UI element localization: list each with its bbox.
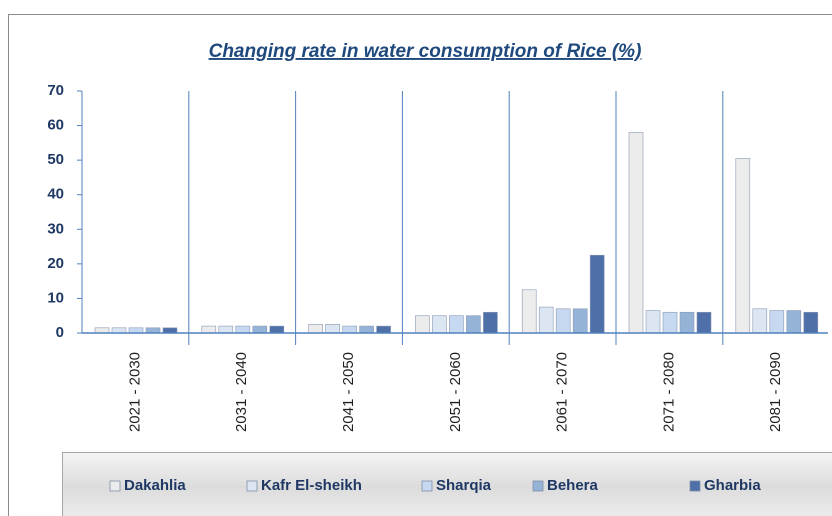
bar xyxy=(235,325,251,334)
legend-marker xyxy=(109,480,121,492)
bar xyxy=(662,311,678,334)
bar xyxy=(483,311,498,334)
x-tick-label: 2051 - 2060 xyxy=(447,352,464,432)
legend-text: Behera xyxy=(547,477,599,494)
legend-marker xyxy=(689,480,701,492)
bar xyxy=(308,324,323,334)
y-tick-label: 40 xyxy=(47,186,64,203)
legend-marker xyxy=(421,480,433,492)
bar xyxy=(376,325,391,334)
y-tick-label: 0 xyxy=(56,324,64,341)
bar xyxy=(162,327,178,334)
y-tick-label: 30 xyxy=(47,220,64,237)
bar xyxy=(752,308,768,334)
x-tick-label: 2071 - 2080 xyxy=(660,352,677,432)
bar xyxy=(696,311,712,334)
y-tick-label: 70 xyxy=(47,82,64,99)
legend-marker xyxy=(246,480,258,492)
y-tick-label: 10 xyxy=(47,289,64,306)
chart-frame xyxy=(8,14,832,516)
bar xyxy=(769,310,785,334)
bar xyxy=(449,315,464,334)
bar xyxy=(521,289,537,334)
y-tick-label: 60 xyxy=(47,117,64,134)
x-tick-label: 2021 - 2030 xyxy=(126,352,143,432)
bar xyxy=(201,325,217,334)
bar xyxy=(466,315,481,334)
bar xyxy=(111,327,127,334)
legend-box xyxy=(62,452,832,516)
bar xyxy=(269,325,285,334)
x-tick-label: 2031 - 2040 xyxy=(233,352,250,432)
y-tick-label: 20 xyxy=(47,255,64,272)
legend-text: Dakahlia xyxy=(124,477,186,494)
bar xyxy=(628,132,644,334)
chart-title: Changing rate in water consumption of Ri… xyxy=(209,41,642,62)
legend-text: Kafr El-sheikh xyxy=(261,477,362,494)
bar xyxy=(589,254,605,334)
bar xyxy=(679,311,695,334)
bar xyxy=(325,324,340,334)
y-tick-label: 50 xyxy=(47,151,64,168)
bar xyxy=(538,306,554,334)
legend-text: Sharqia xyxy=(436,477,492,494)
bar xyxy=(359,325,374,334)
bar xyxy=(415,315,430,334)
x-tick-label: 2061 - 2070 xyxy=(554,352,571,432)
legend-marker xyxy=(532,480,544,492)
x-tick-label: 2041 - 2050 xyxy=(340,352,357,432)
bar xyxy=(145,327,161,334)
bar xyxy=(94,327,110,334)
bar xyxy=(786,310,802,334)
bar xyxy=(432,315,447,334)
bar xyxy=(572,308,588,334)
bar xyxy=(128,327,144,334)
x-tick-label: 2081 - 2090 xyxy=(767,352,784,432)
bar xyxy=(645,310,661,334)
bar xyxy=(803,311,819,334)
bar xyxy=(555,308,571,334)
bar xyxy=(735,158,751,334)
bar xyxy=(342,325,357,334)
bar xyxy=(218,325,234,334)
legend-text: Gharbia xyxy=(704,477,761,494)
bar xyxy=(252,325,268,334)
